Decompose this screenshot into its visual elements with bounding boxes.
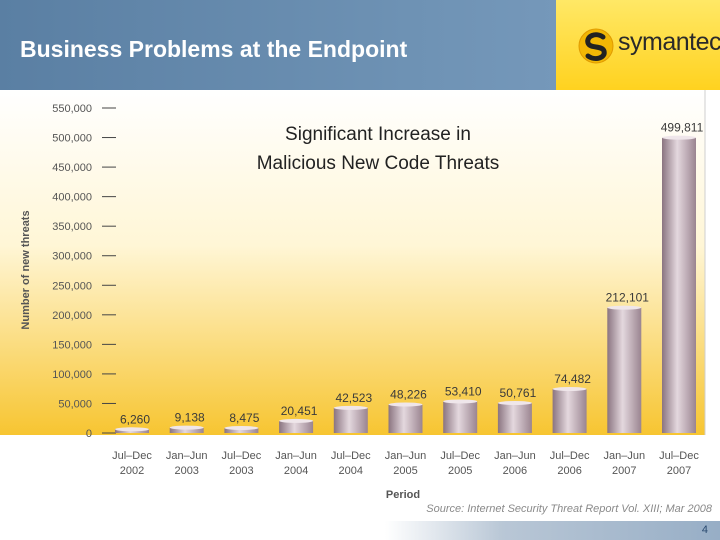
x-tick-label-period: Jul–Dec: [550, 450, 590, 462]
bar-cap: [224, 425, 259, 430]
bar-cap: [443, 399, 478, 404]
y-tick-label: 550,000: [52, 103, 92, 115]
x-tick-label-year: 2004: [339, 465, 363, 477]
symantec-swirl-icon: [578, 28, 614, 64]
x-tick-label-year: 2002: [120, 465, 144, 477]
x-tick-label-period: Jul–Dec: [222, 450, 262, 462]
data-label: 9,138: [175, 411, 205, 425]
x-tick-label-year: 2006: [503, 465, 527, 477]
y-tick-label: 350,000: [52, 221, 92, 233]
x-tick-label-period: Jul–Dec: [440, 450, 480, 462]
bar-cap: [115, 427, 149, 432]
x-tick-label-period: Jan–Jun: [494, 450, 536, 462]
y-axis: 0 50,000 100,000 150,000 200,000 250,000 300,0…: [52, 103, 116, 440]
slide-title: Business Problems at the Endpoint: [20, 36, 408, 62]
x-tick-label-year: 2005: [448, 465, 472, 477]
x-tick-label-period: Jul–Dec: [331, 450, 371, 462]
value-labels-group: 6,260 9,138 8,475 20,451 42,523 48,226 53,410 5…: [120, 121, 704, 427]
source-note: Source: Internet Security Threat Report …: [426, 503, 712, 515]
x-tick-label-period: Jul–Dec: [112, 450, 152, 462]
x-tick-label-year: 2006: [557, 465, 581, 477]
plot-background: [0, 90, 705, 435]
bar-cap: [497, 401, 532, 406]
data-label: 6,260: [120, 412, 150, 426]
bars-group: [115, 135, 696, 433]
data-label: 74,482: [554, 372, 591, 386]
footer-bar: [385, 521, 720, 540]
y-tick-label: 450,000: [52, 162, 92, 174]
bar: [497, 403, 532, 433]
y-tick-label: 250,000: [52, 280, 92, 292]
bar: [552, 388, 587, 433]
x-axis: Jul–Dec 2002 Jan–Jun 2003 Jul–Dec 2003 Jan–Jun…: [112, 450, 699, 477]
y-tick-label: 150,000: [52, 339, 92, 351]
x-tick-label-period: Jul–Dec: [659, 450, 699, 462]
x-tick-label-period: Jan–Jun: [385, 450, 427, 462]
x-axis-label: Period: [386, 489, 420, 501]
x-tick-label-period: Jan–Jun: [275, 450, 317, 462]
logo-text: symantec.: [618, 28, 720, 56]
bar: [443, 401, 478, 433]
x-tick-label-period: Jan–Jun: [604, 450, 646, 462]
page-number: 4: [701, 524, 708, 536]
bar-cap: [662, 135, 696, 140]
y-tick-label: 50,000: [58, 398, 92, 410]
bar-cap: [279, 418, 314, 423]
bar-chart: 0 50,000 100,000 150,000 200,000 250,000 300,0…: [0, 90, 706, 501]
data-label: 20,451: [281, 404, 318, 418]
y-tick-label: 200,000: [52, 310, 92, 322]
y-tick-label: 300,000: [52, 251, 92, 263]
data-label: 8,475: [229, 411, 259, 425]
y-tick-label: 400,000: [52, 192, 92, 204]
x-tick-label-year: 2003: [174, 465, 198, 477]
bar: [388, 404, 423, 433]
bar: [662, 137, 696, 433]
bar-cap: [388, 402, 423, 407]
data-label: 42,523: [335, 391, 372, 405]
x-tick-label-year: 2004: [284, 465, 308, 477]
chart-title-line-2: Malicious New Code Threats: [257, 153, 500, 174]
x-tick-label-period: Jan–Jun: [166, 450, 208, 462]
bar-cap: [333, 405, 368, 410]
bar-cap: [552, 386, 587, 391]
chart-title-line-1: Significant Increase in: [285, 124, 471, 145]
data-label: 499,811: [661, 121, 704, 135]
bar: [607, 307, 642, 433]
bar: [279, 420, 314, 433]
data-label: 48,226: [390, 388, 427, 402]
y-tick-label: 100,000: [52, 369, 92, 381]
y-axis-label: Number of new threats: [20, 210, 32, 329]
bar-cap: [169, 425, 204, 430]
y-tick-label: 0: [86, 428, 92, 440]
x-tick-label-year: 2005: [393, 465, 417, 477]
x-tick-label-year: 2007: [667, 465, 691, 477]
data-label: 50,761: [500, 386, 537, 400]
data-label: 212,101: [606, 291, 650, 305]
data-label: 53,410: [445, 384, 482, 398]
bar: [224, 427, 259, 433]
bar: [169, 427, 204, 433]
bar-cap: [607, 305, 642, 310]
y-tick-label: 500,000: [52, 133, 92, 145]
x-tick-label-year: 2007: [612, 465, 636, 477]
x-tick-label-year: 2003: [229, 465, 253, 477]
bar: [333, 407, 368, 433]
